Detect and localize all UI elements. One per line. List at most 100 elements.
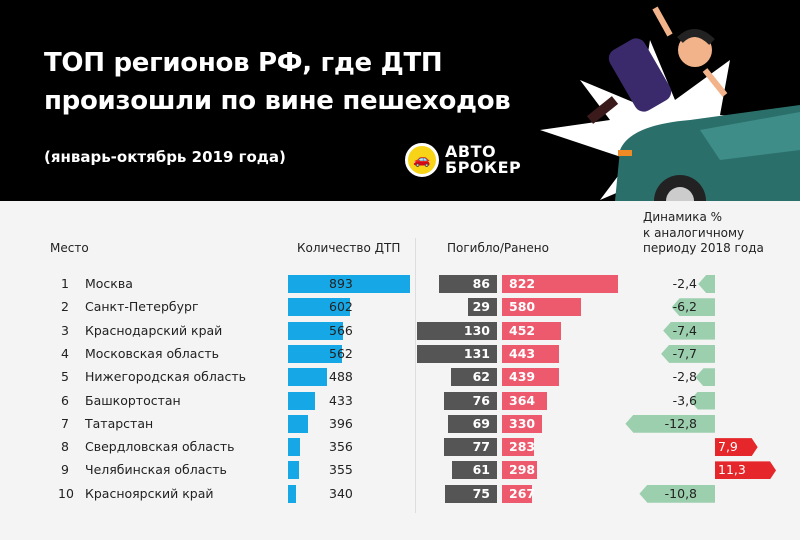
table-row: 7 Татарстан 396 69 330 -12,8	[0, 414, 800, 434]
rank: 5	[61, 369, 69, 385]
dynamics-header-line: к аналогичному	[643, 225, 745, 240]
count-bar	[288, 368, 327, 387]
count-value: 433	[329, 392, 353, 408]
dynamics-value: -12,8	[664, 415, 697, 431]
column-header-dynamics: Динамика % к аналогичному периоду 2018 г…	[643, 210, 764, 257]
count-value: 488	[329, 369, 353, 385]
column-header-place: Место	[50, 241, 89, 255]
dead-bar: 62	[451, 368, 497, 387]
rank: 6	[61, 392, 69, 408]
injured-bar: 330	[502, 414, 542, 433]
dead-bar: 76	[444, 391, 497, 410]
column-divider	[415, 238, 416, 513]
dynamics-decrease-arrow	[639, 484, 715, 503]
rank: 10	[58, 485, 74, 501]
pedestrian-figure	[586, 6, 728, 124]
count-bar	[288, 438, 300, 457]
injured-bar: 443	[502, 344, 560, 363]
dynamics-decrease-arrow	[671, 298, 715, 317]
count-bar	[288, 414, 308, 433]
region-name: Красноярский край	[85, 485, 214, 501]
count-bar	[288, 321, 343, 340]
column-header-dead-injured: Погибло/Ранено	[447, 241, 549, 255]
dynamics-increase-arrow: 11,3	[715, 461, 776, 479]
column-header-count: Количество ДТП	[297, 241, 401, 255]
dead-bar: 86	[439, 275, 497, 293]
header-banner: ТОП регионов РФ, где ДТП произошли по ви…	[0, 0, 800, 201]
table-row: 4 Московская область 562 131 443 -7,7	[0, 344, 800, 364]
count-value: 340	[329, 485, 353, 501]
dynamics-decrease-arrow	[689, 391, 715, 410]
logo-text-2: БРОКЕР	[445, 158, 522, 177]
count-bar	[288, 391, 316, 410]
dynamics-decrease-arrow	[695, 368, 715, 387]
car-headlight	[618, 150, 632, 156]
rank: 7	[61, 415, 69, 431]
rank: 3	[61, 322, 69, 338]
region-name: Челябинская область	[85, 462, 227, 478]
count-value: 355	[329, 462, 353, 478]
rank: 9	[61, 462, 69, 478]
count-value: 602	[329, 299, 353, 315]
table-row: 10 Красноярский край 340 75 267 -10,8	[0, 484, 800, 504]
count-value: 396	[329, 415, 353, 431]
table-row: 2 Санкт-Петербург 602 29 580 -6,2	[0, 297, 800, 317]
dynamics-value: -7,7	[672, 345, 697, 361]
injured-bar: 439	[502, 368, 559, 387]
dead-bar: 61	[451, 461, 497, 480]
dynamics-header-line: периоду 2018 года	[643, 241, 764, 255]
impact-burst	[540, 40, 780, 200]
injured-bar: 822	[502, 275, 619, 293]
table-row: 8 Свердловская область 356 77 283 7,9	[0, 437, 800, 457]
table-row: 3 Краснодарский край 566 130 452 -7,4	[0, 321, 800, 341]
count-bar	[288, 461, 300, 480]
count-bar	[288, 344, 342, 363]
title-line-2: произошли по вине пешеходов	[44, 86, 511, 116]
accident-illustration	[540, 6, 800, 201]
injured-bar: 298	[502, 461, 537, 480]
count-bar	[288, 298, 351, 317]
region-name: Санкт-Петербург	[85, 299, 199, 315]
region-name: Нижегородская область	[85, 369, 247, 385]
dynamics-increase-arrow: 7,9	[715, 438, 758, 456]
region-name: Свердловская область	[85, 439, 235, 455]
dead-bar: 29	[467, 298, 497, 317]
dead-bar: 69	[447, 414, 497, 433]
count-value: 566	[329, 322, 353, 338]
injured-bar: 364	[502, 391, 548, 410]
dynamics-header-line: Динамика %	[643, 210, 723, 224]
rank: 4	[61, 345, 69, 361]
count-bar	[288, 275, 410, 293]
dynamics-decrease-arrow	[663, 321, 715, 340]
subtitle: (январь-октябрь 2019 года)	[44, 148, 286, 166]
region-name: Московская область	[85, 345, 219, 361]
rank: 1	[61, 276, 69, 291]
table-row: 1 Москва 893 86 822 -2,4	[0, 274, 800, 294]
injured-bar: 452	[502, 321, 561, 340]
region-name: Краснодарский край	[85, 322, 223, 338]
dead-bar: 130	[417, 321, 497, 340]
table-row: 5 Нижегородская область 488 62 439 -2,8	[0, 367, 800, 387]
dynamics-value: -6,2	[672, 299, 697, 315]
logo: 🚗 АВТО БРОКЕР	[405, 143, 521, 177]
car-logo-icon: 🚗	[405, 143, 439, 177]
dead-bar: 75	[444, 484, 497, 503]
dead-bar: 77	[443, 438, 497, 457]
dynamics-value: -2,8	[672, 369, 697, 385]
rank: 8	[61, 439, 69, 455]
dynamics-value: -7,4	[672, 322, 697, 338]
dynamics-value: -10,8	[664, 485, 697, 501]
region-name: Башкортостан	[85, 392, 181, 408]
injured-bar: 580	[502, 298, 581, 317]
region-name: Москва	[85, 276, 133, 291]
injured-bar: 267	[502, 484, 535, 503]
page-title: ТОП регионов РФ, где ДТП произошли по ви…	[44, 44, 511, 120]
region-name: Татарстан	[85, 415, 154, 431]
dynamics-value: -3,6	[672, 392, 697, 408]
dynamics-decrease-arrow	[698, 275, 715, 293]
dynamics-value: -2,4	[672, 276, 697, 291]
table-row: 9 Челябинская область 355 61 298 11,3	[0, 460, 800, 480]
dynamics-decrease-arrow	[661, 344, 715, 363]
rank: 2	[61, 299, 69, 315]
dynamics-decrease-arrow	[625, 414, 715, 433]
